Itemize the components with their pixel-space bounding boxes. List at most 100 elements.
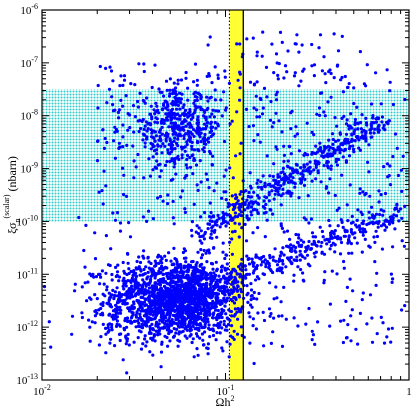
data-point <box>137 265 141 269</box>
data-point <box>202 150 206 154</box>
data-point <box>225 253 229 257</box>
data-point <box>128 113 132 117</box>
data-point <box>282 144 286 148</box>
data-point <box>207 248 211 252</box>
data-point <box>255 108 259 112</box>
data-point <box>168 137 172 141</box>
data-point <box>215 235 219 239</box>
data-point <box>225 262 229 266</box>
data-point <box>333 116 337 120</box>
data-point <box>402 244 406 248</box>
data-point <box>317 46 321 50</box>
data-point <box>128 235 133 239</box>
data-point <box>183 210 187 214</box>
data-point <box>296 324 300 328</box>
data-point <box>118 305 122 309</box>
data-point <box>378 212 382 217</box>
data-point <box>208 130 212 134</box>
data-point <box>264 202 268 207</box>
data-point <box>217 274 221 278</box>
data-point <box>328 177 332 181</box>
data-point <box>182 137 186 141</box>
data-point <box>88 296 92 300</box>
data-point <box>152 333 156 337</box>
data-point <box>219 320 223 324</box>
data-point <box>174 331 178 335</box>
data-point <box>174 269 179 273</box>
data-point <box>370 340 375 344</box>
data-point <box>369 102 374 106</box>
data-point <box>282 182 286 186</box>
y-tick-label: 10-13 <box>16 372 38 387</box>
data-point <box>222 216 226 220</box>
data-point <box>118 229 123 233</box>
data-point <box>243 222 247 226</box>
y-tick-label: 10-11 <box>17 266 38 281</box>
data-point <box>102 146 106 150</box>
data-point <box>104 184 108 188</box>
data-point <box>111 309 116 313</box>
data-point <box>159 144 163 148</box>
data-point <box>150 131 154 135</box>
data-point <box>299 181 303 185</box>
data-point <box>185 328 189 332</box>
data-point <box>181 310 185 314</box>
data-point <box>281 262 285 266</box>
data-point <box>312 239 316 243</box>
data-point <box>194 309 198 313</box>
data-point <box>117 116 121 120</box>
data-point <box>309 217 313 221</box>
data-point <box>251 271 255 275</box>
data-point <box>287 245 291 249</box>
data-point <box>216 308 220 313</box>
data-point <box>278 269 282 273</box>
data-point <box>265 154 269 158</box>
data-point <box>285 70 289 74</box>
data-point <box>158 90 162 94</box>
data-point <box>269 208 273 212</box>
data-point <box>393 207 397 211</box>
data-point <box>300 177 304 181</box>
data-point <box>179 300 183 304</box>
data-point <box>102 169 106 173</box>
data-point <box>160 300 164 304</box>
data-point <box>177 283 181 287</box>
data-point <box>321 235 325 239</box>
data-point <box>164 79 169 83</box>
data-point <box>252 290 256 295</box>
data-point <box>239 287 243 291</box>
data-point <box>361 233 365 237</box>
data-point <box>382 123 386 127</box>
data-point <box>360 298 364 302</box>
data-point <box>148 112 152 116</box>
data-point <box>263 206 267 210</box>
data-point <box>155 320 159 324</box>
data-point <box>277 186 281 190</box>
data-point <box>213 291 217 296</box>
data-point <box>172 81 176 85</box>
data-point <box>355 241 359 245</box>
data-point <box>209 134 213 139</box>
data-point <box>254 265 258 269</box>
data-point <box>82 248 86 253</box>
data-point <box>176 263 180 268</box>
data-point <box>391 221 395 225</box>
data-point <box>316 171 320 175</box>
data-point <box>341 340 345 345</box>
data-point <box>146 270 150 274</box>
data-point <box>144 308 148 313</box>
data-point <box>342 318 346 322</box>
data-point <box>141 98 145 103</box>
data-point <box>179 145 184 149</box>
data-point <box>350 137 354 141</box>
data-point <box>374 229 378 233</box>
data-point <box>198 235 202 239</box>
data-point <box>136 282 140 287</box>
data-point <box>141 117 145 122</box>
data-point <box>176 344 180 348</box>
data-point <box>208 115 212 119</box>
data-point <box>166 148 170 152</box>
data-point <box>329 71 333 76</box>
data-point <box>355 105 359 109</box>
data-point <box>248 315 252 319</box>
